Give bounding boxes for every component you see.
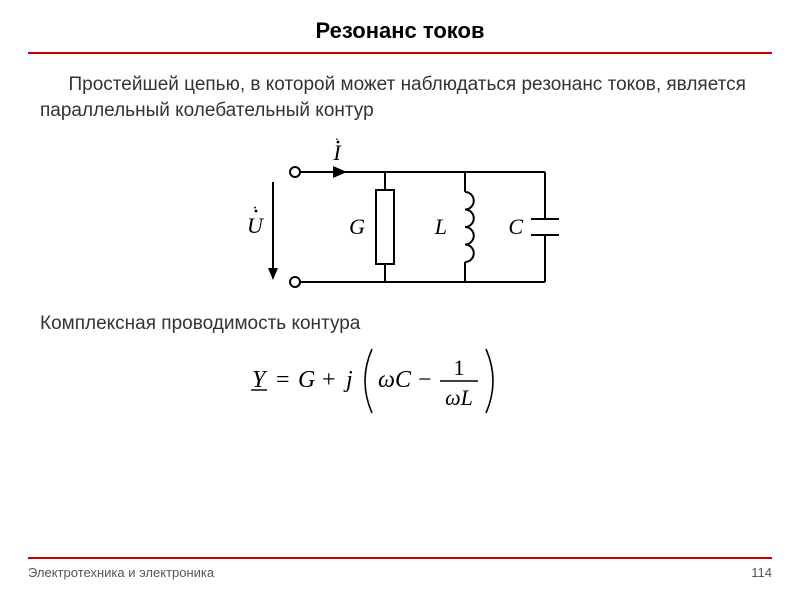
admittance-formula: Y = G + jωC−1 ωL (240, 339, 560, 423)
svg-text:L: L (434, 214, 447, 239)
svg-text:j: j (343, 367, 353, 393)
svg-text:−: − (418, 367, 432, 393)
circuit-diagram-container: I·U·GLC (0, 123, 800, 307)
svg-text:·: · (335, 133, 340, 148)
paragraph-text: Простейшей цепью, в которой может наблюд… (40, 72, 760, 123)
svg-text:G: G (349, 214, 365, 239)
slide-title: Резонанс токов (0, 0, 800, 52)
body-paragraph: Простейшей цепью, в которой может наблюд… (0, 54, 800, 123)
svg-text:ωC: ωC (378, 367, 412, 393)
svg-text:Y: Y (252, 367, 268, 393)
svg-text:1: 1 (454, 355, 465, 380)
svg-text:C: C (508, 214, 523, 239)
footer-text: Электротехника и электроника (28, 565, 214, 580)
admittance-caption: Комплексная проводимость контура (0, 307, 800, 335)
caption-text: Комплексная проводимость контура (40, 313, 360, 334)
svg-text:+: + (322, 367, 336, 393)
svg-text:·: · (252, 200, 257, 217)
svg-text:ωL: ωL (445, 385, 473, 410)
svg-text:G: G (298, 367, 315, 393)
footer-area: Электротехника и электроника 114 (28, 557, 772, 580)
formula-container: Y = G + jωC−1 ωL (0, 335, 800, 423)
circuit-diagram: I·U·GLC (215, 127, 585, 307)
svg-text:=: = (276, 367, 290, 393)
page-number: 114 (751, 565, 772, 580)
footer-row: Электротехника и электроника 114 (28, 559, 772, 580)
